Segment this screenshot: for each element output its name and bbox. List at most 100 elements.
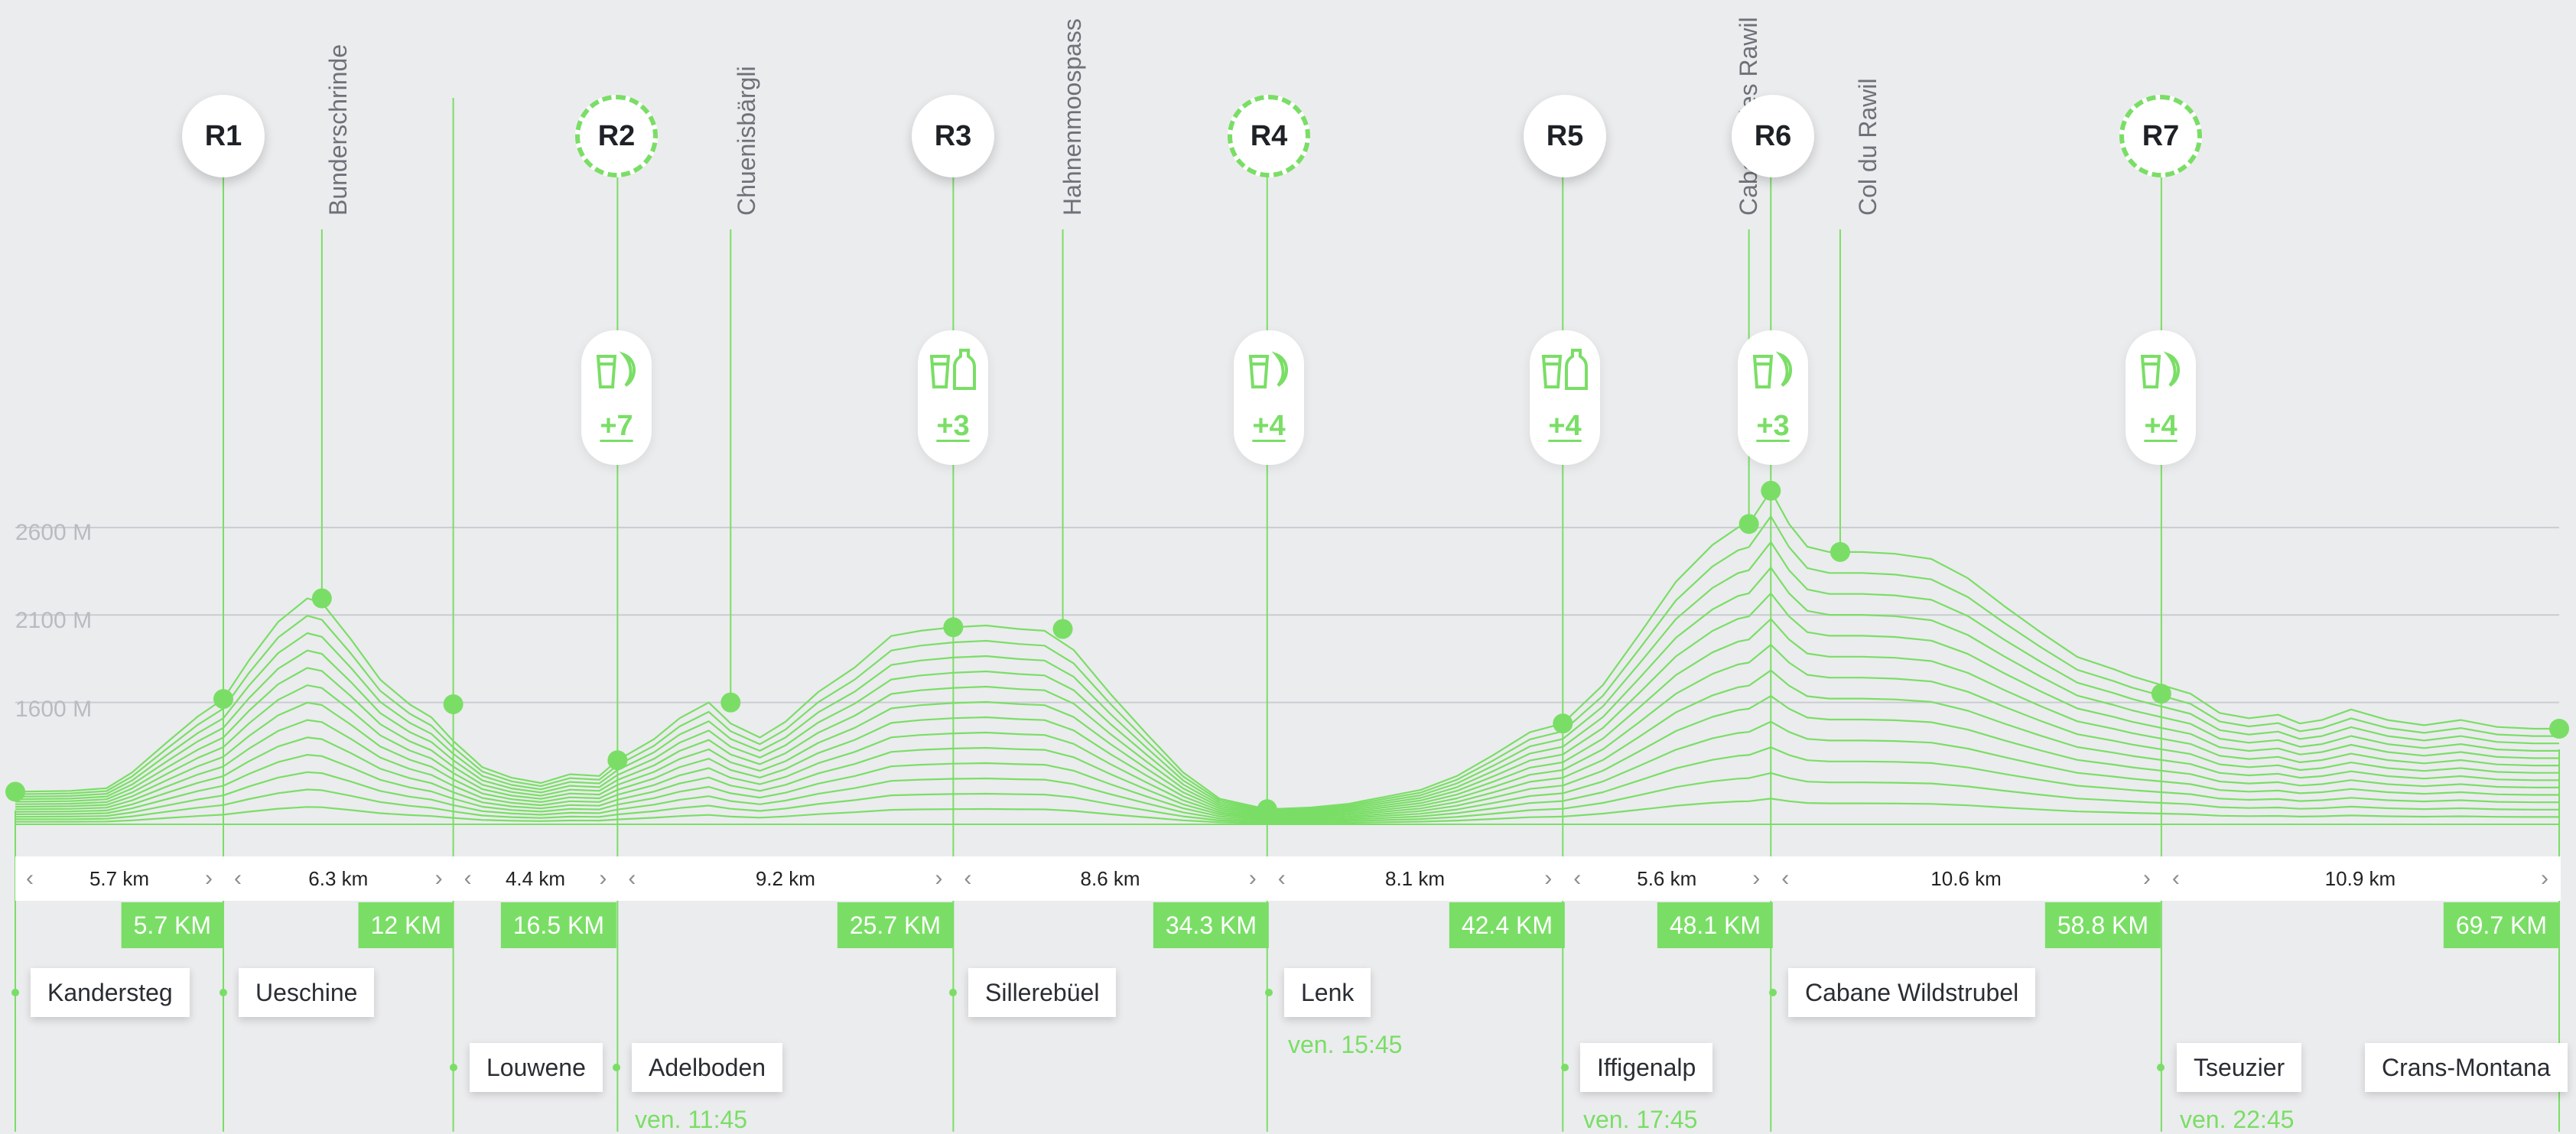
- refuel-badge[interactable]: +7: [581, 330, 652, 465]
- chevron-left-icon[interactable]: ‹: [26, 866, 34, 891]
- segment-distance-label: 10.9 km: [2324, 867, 2396, 890]
- cup-bottle-icon: [929, 349, 976, 390]
- connector-dot: [1769, 989, 1777, 996]
- elevation-line: [15, 798, 2559, 824]
- place-label[interactable]: Crans-Montana: [2365, 1043, 2568, 1092]
- cutoff-time: ven. 17:45: [1583, 1106, 1698, 1133]
- profile-marker: [2549, 719, 2569, 739]
- refuel-count: +3: [936, 410, 970, 442]
- station-r1[interactable]: R1: [182, 95, 265, 177]
- profile-marker: [1761, 480, 1781, 501]
- segment-distance-label: 8.1 km: [1384, 867, 1446, 890]
- place-label[interactable]: Cabane Wildstrubel: [1788, 968, 2036, 1017]
- segment-distance: ‹ 8.6 km ›: [953, 856, 1267, 901]
- connector-dot: [450, 1064, 457, 1071]
- place-label[interactable]: Louwene: [470, 1043, 603, 1092]
- cumulative-km: 5.7 KM: [121, 902, 223, 948]
- cumulative-km: 42.4 KM: [1449, 902, 1565, 948]
- profile-marker: [1257, 799, 1277, 820]
- segment-distance-label: 5.7 km: [89, 867, 149, 890]
- refuel-count: +4: [1252, 410, 1286, 442]
- chevron-right-icon[interactable]: ›: [1752, 866, 1761, 891]
- chevron-right-icon[interactable]: ›: [2540, 866, 2548, 891]
- profile-marker: [443, 694, 463, 714]
- refuel-count: +7: [600, 410, 633, 442]
- elevation-line: [15, 618, 2559, 816]
- segment-distance-bar: [15, 856, 2561, 901]
- segment-distance-label: 8.6 km: [1080, 867, 1140, 890]
- refuel-badge[interactable]: +4: [1530, 330, 1600, 465]
- place-label[interactable]: Ueschine: [239, 968, 375, 1017]
- chevron-left-icon[interactable]: ‹: [1781, 866, 1790, 891]
- connector-dot: [1265, 989, 1273, 996]
- cumulative-km: 58.8 KM: [2044, 902, 2161, 948]
- cumulative-km: 48.1 KM: [1657, 902, 1773, 948]
- chevron-left-icon[interactable]: ‹: [1573, 866, 1582, 891]
- elevation-line: [15, 720, 2559, 820]
- station-r7[interactable]: R7: [2119, 95, 2202, 177]
- station-r3[interactable]: R3: [912, 95, 994, 177]
- cup-banana-icon: [2140, 351, 2180, 388]
- chevron-right-icon[interactable]: ›: [1544, 866, 1553, 891]
- chevron-right-icon[interactable]: ›: [935, 866, 943, 891]
- chevron-left-icon[interactable]: ‹: [1277, 866, 1286, 891]
- profile-marker: [607, 750, 628, 771]
- refuel-count: +4: [1548, 410, 1582, 442]
- elevation-line: [15, 541, 2559, 813]
- y-tick-label: 2600 M: [15, 520, 93, 545]
- y-tick-label: 1600 M: [15, 697, 93, 722]
- cup-bottle-icon: [1541, 349, 1588, 390]
- elevation-line: [15, 515, 2559, 811]
- refuel-badge[interactable]: +3: [1738, 330, 1808, 465]
- station-r6[interactable]: R6: [1732, 95, 1814, 177]
- place-label[interactable]: Lenk: [1284, 968, 1371, 1017]
- chevron-right-icon[interactable]: ›: [204, 866, 213, 891]
- cutoff-time: ven. 11:45: [635, 1106, 748, 1133]
- connector-dot: [2157, 1064, 2165, 1071]
- cutoff-time: ven. 15:45: [1288, 1031, 1403, 1058]
- chevron-left-icon[interactable]: ‹: [233, 866, 242, 891]
- place-label[interactable]: Iffigenalp: [1580, 1043, 1713, 1092]
- refuel-badge[interactable]: +4: [1234, 330, 1304, 465]
- chevron-right-icon[interactable]: ›: [2142, 866, 2151, 891]
- segment-distance-label: 6.3 km: [308, 867, 369, 890]
- chevron-right-icon[interactable]: ›: [1248, 866, 1257, 891]
- y-tick-label: 2100 M: [15, 608, 93, 633]
- segment-distance-label: 10.6 km: [1930, 867, 2002, 890]
- chevron-right-icon[interactable]: ›: [434, 866, 443, 891]
- connector-dot: [949, 989, 957, 996]
- refuel-count: +4: [2144, 410, 2178, 442]
- segment-distance: ‹ 10.6 km ›: [1771, 856, 2161, 901]
- connector-dot: [220, 989, 227, 996]
- chevron-right-icon[interactable]: ›: [599, 866, 607, 891]
- chevron-left-icon[interactable]: ‹: [463, 866, 472, 891]
- cumulative-km: 69.7 KM: [2443, 902, 2559, 948]
- profile-marker: [720, 692, 741, 713]
- profile-marker: [943, 617, 964, 638]
- cup-banana-icon: [596, 351, 636, 388]
- peak-label: Bunderschrinde: [324, 44, 352, 216]
- station-r5[interactable]: R5: [1524, 95, 1606, 177]
- place-label[interactable]: Sillerebüel: [968, 968, 1117, 1017]
- segment-distance: ‹ 5.6 km ›: [1563, 856, 1771, 901]
- profile-marker: [2151, 684, 2171, 704]
- place-label[interactable]: Adelboden: [632, 1043, 783, 1092]
- profile-marker: [5, 781, 25, 802]
- place-label[interactable]: Kandersteg: [31, 968, 190, 1017]
- chevron-left-icon[interactable]: ‹: [2171, 866, 2180, 891]
- profile-marker: [1830, 541, 1850, 562]
- connector-dot: [1561, 1064, 1569, 1071]
- refuel-badge[interactable]: +3: [918, 330, 988, 465]
- cumulative-km: 16.5 KM: [500, 902, 616, 948]
- elevation-line: [15, 746, 2559, 822]
- station-r4[interactable]: R4: [1228, 95, 1310, 177]
- segment-distance: ‹ 8.1 km ›: [1267, 856, 1563, 901]
- station-r2[interactable]: R2: [575, 95, 658, 177]
- chevron-left-icon[interactable]: ‹: [628, 866, 636, 891]
- chevron-left-icon[interactable]: ‹: [964, 866, 972, 891]
- segment-distance: ‹ 4.4 km ›: [454, 856, 618, 901]
- profile-marker: [1052, 619, 1073, 639]
- place-label[interactable]: Tseuzier: [2177, 1043, 2302, 1092]
- refuel-badge[interactable]: +4: [2126, 330, 2196, 465]
